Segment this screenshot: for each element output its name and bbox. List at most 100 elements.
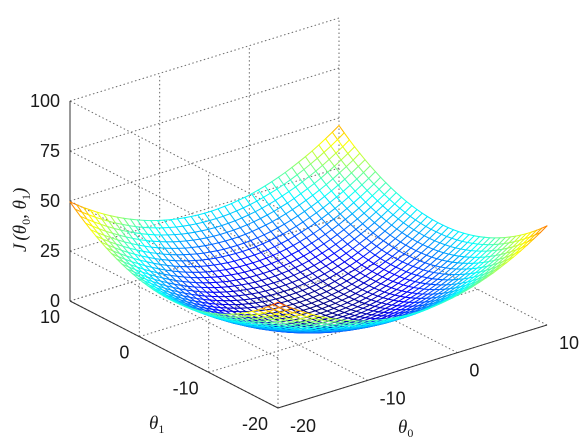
surface-mesh-segment	[157, 247, 164, 255]
surface-mesh-segment	[472, 242, 479, 245]
surface-mesh-segment	[333, 305, 342, 309]
surface-mesh-segment	[127, 251, 136, 255]
surface-mesh-segment	[152, 262, 160, 270]
surface-mesh-segment	[338, 224, 345, 231]
surface-mesh-segment	[261, 307, 270, 312]
surface-mesh-segment	[345, 307, 352, 311]
surface-mesh-segment	[352, 272, 361, 278]
surface-mesh-segment	[266, 319, 275, 324]
surface-mesh-segment	[480, 265, 488, 273]
surface-mesh-segment	[180, 233, 188, 242]
surface-mesh-segment	[304, 302, 313, 306]
surface-mesh-segment	[190, 276, 197, 284]
surface-mesh-segment	[331, 318, 340, 321]
surface-mesh-segment	[353, 298, 360, 303]
surface-mesh-segment	[410, 267, 419, 275]
surface-mesh-segment	[370, 295, 379, 301]
surface-mesh-segment	[258, 224, 267, 229]
surface-mesh-segment	[205, 291, 213, 297]
surface-mesh-segment	[256, 297, 263, 303]
surface-mesh-segment	[467, 256, 476, 264]
surface-mesh-segment	[518, 233, 527, 241]
surface-mesh-segment	[90, 229, 97, 237]
surface-mesh-segment	[164, 269, 172, 276]
surface-mesh-segment	[288, 225, 297, 231]
surface-mesh-segment	[197, 212, 206, 216]
surface-mesh-segment	[288, 318, 297, 322]
surface-mesh-segment	[350, 306, 359, 311]
surface-mesh-segment	[350, 256, 358, 262]
surface-mesh-segment	[140, 233, 147, 242]
surface-mesh-segment	[295, 292, 302, 298]
surface-mesh-segment	[209, 312, 217, 315]
surface-mesh-segment	[460, 262, 469, 270]
surface-mesh-segment	[285, 284, 292, 290]
surface-mesh-segment	[406, 286, 415, 293]
surface-mesh-segment	[137, 263, 145, 270]
surface-mesh-segment	[401, 285, 410, 292]
surface-mesh-segment	[290, 219, 297, 227]
surface-mesh-segment	[298, 279, 305, 285]
surface-mesh-segment	[363, 302, 371, 306]
surface-mesh-segment	[322, 277, 331, 282]
surface-mesh-segment	[322, 280, 329, 286]
surface-mesh-segment	[324, 195, 331, 204]
surface-mesh-segment	[303, 255, 310, 262]
surface-mesh-segment	[449, 239, 458, 248]
surface-mesh-segment	[211, 270, 220, 272]
surface-mesh-segment	[114, 247, 121, 255]
surface-mesh-segment	[282, 262, 291, 267]
surface-mesh-segment	[250, 267, 259, 271]
surface-mesh-segment	[492, 258, 500, 266]
surface-mesh-segment	[262, 270, 271, 274]
surface-mesh-segment	[212, 235, 220, 244]
surface-mesh-segment	[285, 322, 293, 326]
surface-mesh-segment	[147, 256, 156, 260]
surface-mesh-segment	[454, 247, 462, 250]
surface-mesh-segment	[256, 196, 265, 202]
surface-mesh-segment	[337, 261, 346, 267]
surface-mesh-segment	[304, 242, 313, 248]
surface-mesh-segment	[358, 237, 367, 245]
surface-mesh-segment	[366, 287, 375, 293]
surface-mesh-segment	[300, 188, 309, 195]
surface-mesh-segment	[344, 319, 353, 322]
surface-mesh-segment	[210, 210, 217, 220]
surface-mesh-segment	[383, 268, 390, 273]
surface-mesh-segment	[458, 249, 467, 257]
surface-mesh-segment	[236, 242, 245, 246]
surface-mesh-segment	[363, 278, 372, 284]
surface-mesh-segment	[285, 244, 294, 250]
surface-mesh-segment	[280, 242, 288, 250]
surface-mesh-segment	[248, 246, 257, 250]
surface-mesh-segment	[362, 307, 369, 311]
surface-mesh-segment	[220, 262, 229, 265]
surface-mesh-segment	[85, 222, 92, 231]
surface-mesh-segment	[425, 293, 434, 299]
surface-mesh-segment	[278, 286, 285, 292]
surface-mesh-segment	[403, 253, 410, 257]
surface-mesh-segment	[340, 305, 347, 309]
surface-mesh-segment	[448, 268, 457, 276]
surface-mesh-segment	[326, 218, 335, 225]
surface-mesh-segment	[210, 276, 219, 278]
surface-mesh-segment	[238, 233, 247, 238]
surface-mesh-segment	[394, 294, 401, 297]
surface-mesh-segment	[221, 254, 230, 258]
surface-mesh-segment	[156, 272, 163, 279]
surface-mesh-segment	[344, 287, 351, 292]
surface-mesh-segment	[376, 193, 385, 202]
surface-mesh-segment	[103, 213, 111, 217]
surface-mesh-segment	[79, 215, 88, 220]
surface-mesh-segment	[320, 257, 328, 263]
surface-mesh-segment	[329, 273, 337, 279]
surface-mesh-segment	[398, 296, 406, 302]
surface-mesh-segment	[268, 310, 277, 315]
surface-mesh-segment	[137, 244, 144, 252]
surface-mesh-segment	[240, 258, 247, 266]
surface-mesh-segment	[163, 273, 170, 280]
surface-mesh-segment	[291, 281, 299, 288]
surface-mesh-segment	[237, 196, 246, 202]
surface-mesh-segment	[120, 229, 129, 233]
surface-mesh-segment	[372, 307, 381, 312]
